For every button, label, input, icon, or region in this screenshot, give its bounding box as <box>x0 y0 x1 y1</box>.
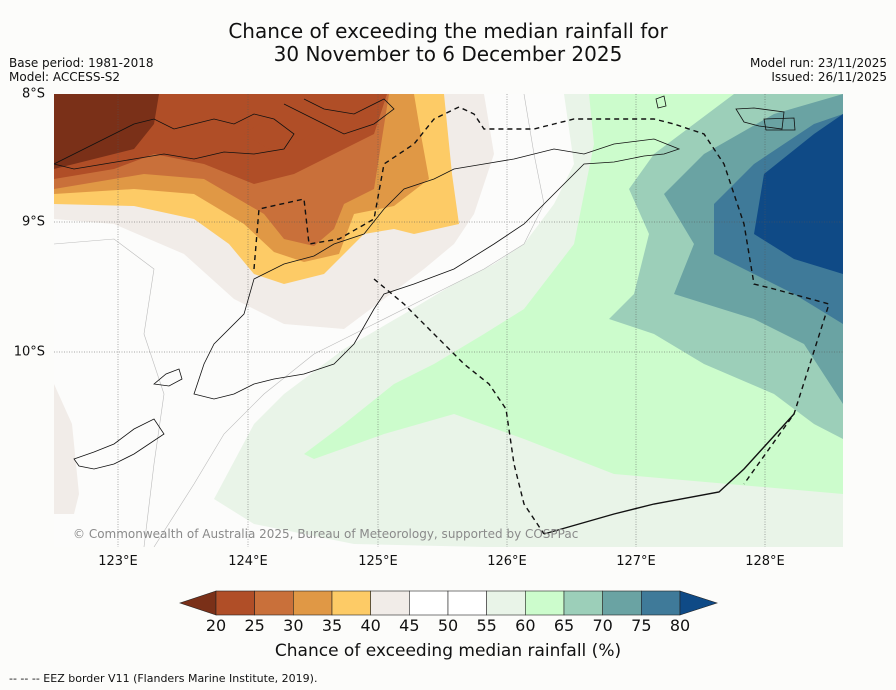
lat-label-10s: 10°S <box>13 344 45 360</box>
colorbar-tick-label: 75 <box>631 616 652 635</box>
copyright-notice: © Commonwealth of Australia 2025, Bureau… <box>73 527 579 541</box>
lon-label-127e: 127°E <box>616 554 656 569</box>
meta-right: Model run: 23/11/2025 Issued: 26/11/2025 <box>750 56 887 84</box>
timor-island-outline <box>193 138 681 400</box>
lat-label-9s: 9°S <box>21 214 45 230</box>
lon-label-125e: 125°E <box>358 554 398 569</box>
eez-legend-note: -- -- -- EEZ border V11 (Flanders Marine… <box>9 672 318 685</box>
contour-line-50 <box>153 94 545 547</box>
lon-label-128e: 128°E <box>745 554 785 569</box>
small-island-outline <box>153 368 183 387</box>
lat-label-8s: 8°S <box>21 86 45 102</box>
graticule <box>54 94 843 547</box>
colorbar-label: Chance of exceeding median rainfall (%) <box>274 641 622 661</box>
eez-border <box>253 106 830 535</box>
north-island-outline <box>54 113 295 170</box>
colorbar-tick-label: 60 <box>515 616 536 635</box>
colorbar-segment <box>331 590 371 616</box>
colorbar-segment <box>370 590 410 616</box>
colorbar-tick-label: 45 <box>399 616 420 635</box>
colorbar <box>179 590 718 616</box>
colorbar-tick-label: 20 <box>205 616 227 635</box>
rainfall-map <box>54 94 843 547</box>
model-name: Model: ACCESS-S2 <box>9 70 121 84</box>
colorbar-tick-label: 50 <box>437 616 459 635</box>
coastlines <box>54 95 796 470</box>
model-run: Model run: 23/11/2025 <box>749 56 887 70</box>
colorbar-tick-label: 30 <box>283 616 304 635</box>
colorbar-tick-label: 65 <box>553 616 575 635</box>
contour-above-80 <box>754 114 843 274</box>
colorbar-segment <box>486 590 526 616</box>
base-period: Base period: 1981-2018 <box>9 56 154 70</box>
contour-line-45 <box>54 238 165 547</box>
islet-1 <box>655 95 667 109</box>
colorbar-segment <box>602 590 642 616</box>
contour-40-45-west <box>54 384 79 514</box>
contour-20-25-inner <box>244 104 329 149</box>
contour-below-20 <box>54 94 159 169</box>
islet-3 <box>763 117 796 131</box>
issued-date: Issued: 26/11/2025 <box>771 70 887 84</box>
colorbar-tick-label: 70 <box>592 616 613 635</box>
colorbar-segment <box>254 590 294 616</box>
colorbar-tick-label: 55 <box>476 616 497 635</box>
colorbar-tick-label: 40 <box>360 616 381 635</box>
colorbar-segment <box>409 590 449 616</box>
islet-2 <box>735 107 785 130</box>
map-title-line2: 30 November to 6 December 2025 <box>273 42 623 66</box>
rote-island-outline <box>73 418 165 470</box>
colorbar-tick-label: 80 <box>669 616 691 635</box>
northern-coast-outline <box>283 98 395 135</box>
colorbar-segment <box>563 590 603 616</box>
meta-left: Base period: 1981-2018 Model: ACCESS-S2 <box>9 56 154 84</box>
lon-label-126e: 126°E <box>487 554 527 569</box>
lon-label-124e: 124°E <box>228 554 268 569</box>
colorbar-extend-low <box>179 590 217 616</box>
eez-solid <box>543 413 795 535</box>
colorbar-segment <box>525 590 565 616</box>
colorbar-segment <box>215 590 255 616</box>
lon-label-123e: 123°E <box>98 554 138 569</box>
colorbar-segment <box>293 590 333 616</box>
colorbar-segment <box>447 590 487 616</box>
map-title-line1: Chance of exceeding the median rainfall … <box>228 19 668 43</box>
colorbar-tick-label: 35 <box>321 616 343 635</box>
colorbar-segments <box>179 590 718 616</box>
colorbar-extend-high <box>679 590 718 616</box>
eez-dashed <box>253 106 830 535</box>
colorbar-tick-label: 25 <box>244 616 265 635</box>
colorbar-segment <box>641 590 681 616</box>
